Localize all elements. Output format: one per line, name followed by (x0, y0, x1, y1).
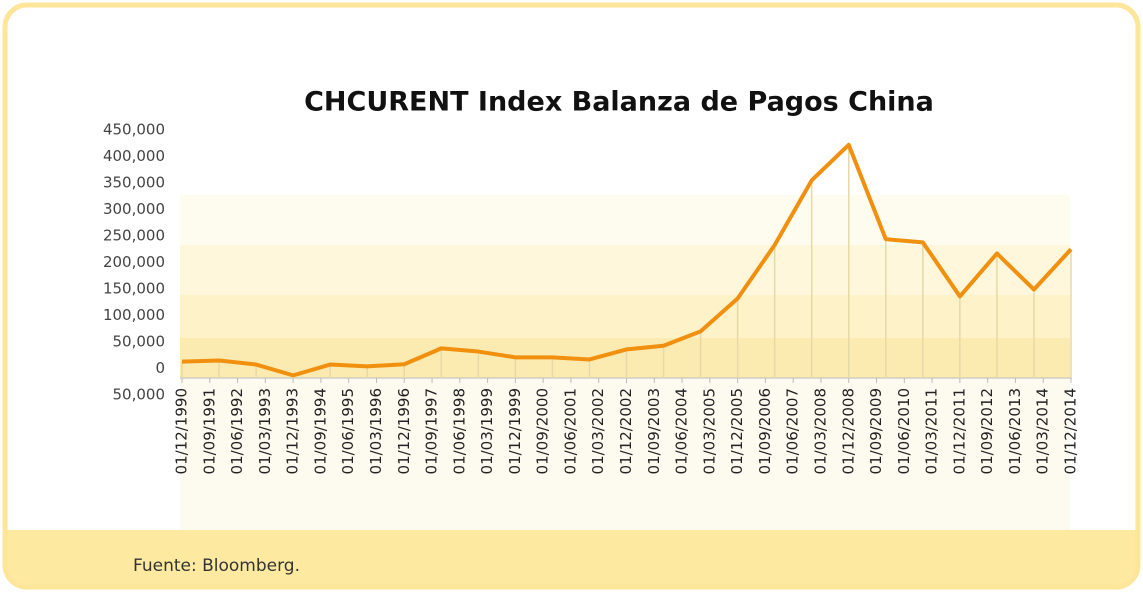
y-tick-label: 350,000 (103, 174, 165, 192)
x-tick-label: 01/09/1994 (311, 388, 329, 474)
x-tick-label: 01/03/1999 (478, 388, 496, 474)
y-tick-label: 400,000 (103, 147, 165, 165)
x-tick-label: 01/12/2011 (950, 388, 968, 474)
y-tick-label: 50,000 (113, 386, 166, 404)
label-band (180, 378, 1070, 530)
y-tick-label: 0 (155, 359, 165, 377)
chart-title: CHCURENT Index Balanza de Pagos China (304, 87, 934, 118)
x-tick-label: 01/06/1998 (450, 388, 468, 474)
x-tick-label: 01/12/2014 (1062, 388, 1080, 474)
x-tick-label: 01/09/2000 (534, 388, 552, 474)
y-tick-label: 150,000 (103, 280, 165, 298)
x-tick-label: 01/03/1996 (367, 388, 385, 474)
x-tick-label: 01/09/1997 (423, 388, 441, 474)
x-tick-label: 01/12/2008 (839, 388, 857, 474)
x-tick-label: 01/03/2014 (1034, 388, 1052, 474)
x-tick-label: 01/06/2004 (673, 388, 691, 474)
x-tick-label: 01/03/2008 (811, 388, 829, 474)
x-tick-label: 01/06/2007 (784, 388, 802, 474)
source-note: Fuente: Bloomberg. (133, 556, 300, 576)
x-tick-label: 01/06/2013 (1006, 388, 1024, 474)
x-tick-label: 01/09/2003 (645, 388, 663, 474)
data-line (181, 142, 1073, 378)
x-tick-label: 01/09/2006 (756, 388, 774, 474)
x-tick-label: 01/12/1993 (284, 388, 302, 474)
y-tick-label: 300,000 (103, 200, 165, 218)
x-tick-label: 01/06/2001 (561, 388, 579, 474)
x-tick-label: 01/06/2010 (895, 388, 913, 474)
y-tick-label: 200,000 (103, 253, 165, 271)
x-tick-label: 01/03/2005 (700, 388, 718, 474)
y-tick-label: 250,000 (103, 227, 165, 245)
x-tick-label: 01/09/2012 (978, 388, 996, 474)
x-tick-label: 01/12/1999 (506, 388, 524, 474)
y-tick-label: 50,000 (113, 333, 166, 351)
x-tick-label: 01/06/1992 (228, 388, 246, 474)
x-tick-label: 01/06/1995 (339, 388, 357, 474)
y-tick-label: 100,000 (103, 306, 165, 324)
x-tick-label: 01/09/2009 (867, 388, 885, 474)
footer-band (7, 530, 1136, 585)
x-tick-label: 01/03/2011 (923, 388, 941, 474)
y-tick-label: 450,000 (103, 121, 165, 139)
x-tick-label: 01/12/1996 (395, 388, 413, 474)
x-tick-label: 01/09/1991 (200, 388, 218, 474)
x-tick-label: 01/03/2002 (589, 388, 607, 474)
x-tick-label: 01/12/2002 (617, 388, 635, 474)
x-tick-label: 01/03/1993 (256, 388, 274, 474)
x-tick-label: 01/12/1990 (173, 388, 191, 474)
plot-band (180, 338, 1070, 378)
x-tick-label: 01/12/2005 (728, 388, 746, 474)
